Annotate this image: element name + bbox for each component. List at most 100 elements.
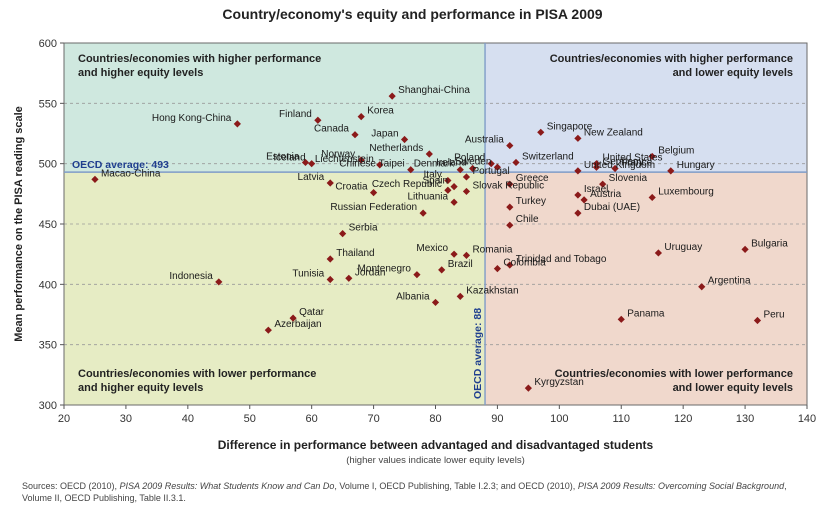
data-point: Chinese Taipei	[339, 159, 415, 174]
point-label: Serbia	[349, 223, 378, 234]
data-point: Estonia	[266, 151, 310, 167]
point-marker	[419, 209, 427, 217]
point-marker	[506, 221, 514, 229]
data-point: Lithuania	[407, 191, 458, 206]
data-point: Iceland	[273, 153, 316, 168]
point-label: Macao-China	[101, 168, 161, 179]
point-label: Slovenia	[609, 173, 648, 184]
point-marker	[456, 166, 464, 174]
point-marker	[741, 245, 749, 253]
point-marker	[592, 160, 601, 168]
point-marker	[506, 203, 514, 211]
point-marker	[326, 255, 334, 263]
point-label: Romania	[472, 244, 512, 255]
point-label: Belgium	[658, 145, 694, 156]
data-point: Belgium	[648, 145, 694, 161]
oecd-average-x-label: OECD average: 88	[472, 308, 484, 399]
reference-lines: OECD average: 493 OECD average: 88	[64, 43, 807, 405]
grid-layer	[64, 102, 807, 346]
data-point: United States	[592, 153, 663, 168]
data-point: Israel	[574, 184, 608, 199]
point-marker	[339, 230, 347, 238]
point-marker	[264, 326, 272, 334]
point-label: Uruguay	[664, 242, 702, 253]
point-label: Trinidad and Tobago	[516, 254, 607, 265]
y-tick-label: 550	[39, 98, 57, 110]
data-point: Trinidad and Tobago	[506, 254, 607, 269]
point-label: France	[621, 157, 653, 168]
point-label: Luxembourg	[658, 186, 714, 197]
x-tick-label: 30	[120, 413, 132, 425]
point-label: Finland	[279, 109, 312, 120]
point-marker	[450, 182, 458, 191]
data-point: Albania	[396, 291, 440, 307]
point-label: Argentina	[708, 276, 751, 287]
source-middle: , Volume I, OECD Publishing, Table I.2.3…	[334, 481, 578, 491]
point-label: Mexico	[416, 243, 448, 254]
x-tick-label: 100	[550, 413, 568, 425]
point-marker	[438, 266, 446, 274]
point-marker	[574, 191, 582, 199]
point-label: Switzerland	[522, 151, 574, 162]
point-marker	[456, 292, 464, 300]
data-point: Macao-China	[91, 168, 161, 183]
point-marker	[512, 158, 520, 167]
point-label: Brazil	[448, 259, 473, 270]
point-marker	[400, 135, 409, 144]
data-point: Netherlands	[369, 143, 433, 158]
point-label: Greece	[516, 173, 549, 184]
data-point: Canada	[314, 124, 359, 139]
point-label: Spain	[422, 176, 448, 187]
data-point: Germany	[592, 156, 644, 171]
data-point: Austria	[580, 189, 622, 204]
point-label: Israel	[584, 184, 608, 195]
point-label: Colombia	[503, 258, 546, 269]
source-prefix: Sources: OECD (2010),	[22, 481, 120, 491]
point-marker	[462, 173, 471, 181]
point-marker	[376, 161, 384, 169]
point-marker	[301, 158, 310, 167]
data-point: Uruguay	[654, 242, 702, 257]
point-label: Canada	[314, 124, 349, 135]
point-label: Albania	[396, 291, 430, 302]
data-point: Norway	[321, 149, 365, 164]
point-label: Japan	[371, 129, 398, 140]
point-marker	[506, 261, 514, 269]
point-label: Shanghai-China	[398, 85, 470, 96]
data-point: Bulgaria	[741, 238, 788, 253]
data-point: Denmark	[414, 159, 464, 174]
data-point: Latvia	[298, 172, 334, 187]
point-marker	[469, 164, 477, 173]
quadrant-label-top-right: Countries/economies with higher performa…	[550, 53, 793, 79]
point-marker	[648, 193, 656, 202]
point-label: Dubai (UAE)	[584, 202, 640, 213]
data-point: Kyrgyzstan	[524, 377, 584, 392]
x-tick-label: 60	[306, 413, 318, 425]
point-label: Portugal	[472, 166, 509, 177]
data-point: Romania	[462, 244, 513, 259]
data-point: New Zealand	[574, 127, 643, 142]
data-point: Chile	[506, 214, 539, 229]
x-tick-label: 130	[736, 413, 754, 425]
point-marker	[425, 150, 433, 158]
data-point: Liechtenstein	[315, 154, 384, 169]
data-point: Serbia	[339, 223, 378, 238]
quadrant-top-left	[64, 43, 486, 173]
point-marker	[698, 283, 706, 291]
point-marker	[667, 167, 675, 175]
point-marker	[308, 160, 316, 168]
y-tick-label: 500	[39, 159, 57, 171]
point-marker	[215, 278, 223, 286]
point-marker	[444, 186, 452, 194]
point-label: Chinese Taipei	[339, 159, 404, 170]
data-point: Hong Kong-China	[152, 113, 241, 128]
point-label: Estonia	[266, 151, 300, 162]
point-marker	[407, 166, 415, 174]
quadrant-label-top-left: Countries/economies with higher performa…	[78, 53, 321, 79]
point-marker	[345, 274, 353, 282]
point-label: Italy	[424, 170, 442, 181]
x-tick-label: 90	[491, 413, 503, 425]
point-marker	[357, 156, 365, 164]
quadrant-label-bottom-left: Countries/economies with lower performan…	[78, 368, 316, 394]
point-label: United States	[602, 153, 662, 164]
